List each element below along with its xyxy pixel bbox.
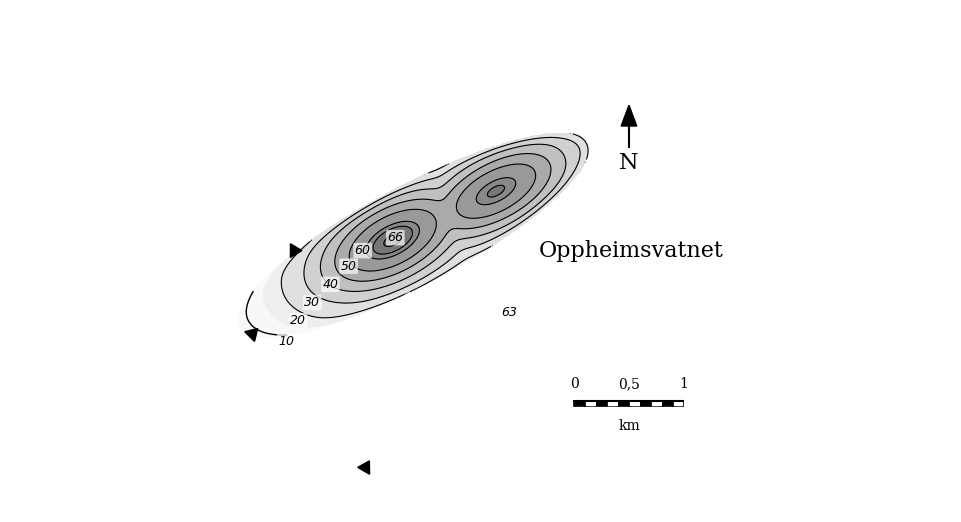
Text: 10: 10 [278,335,294,348]
Text: 0,5: 0,5 [617,377,639,391]
FancyBboxPatch shape [672,401,682,407]
Text: 60: 60 [355,244,370,257]
Text: km: km [618,419,639,433]
Polygon shape [290,244,302,257]
FancyBboxPatch shape [639,401,650,407]
FancyBboxPatch shape [596,401,606,407]
FancyBboxPatch shape [606,401,617,407]
Text: 20: 20 [290,314,306,327]
Text: 0: 0 [570,377,579,391]
Polygon shape [621,105,636,126]
Text: 40: 40 [322,278,338,291]
Text: 1: 1 [678,377,687,391]
Text: N: N [619,152,638,174]
Polygon shape [357,461,369,474]
FancyBboxPatch shape [650,401,661,407]
FancyBboxPatch shape [584,401,596,407]
FancyBboxPatch shape [661,401,672,407]
Text: 66: 66 [387,231,403,244]
Text: Oppheimsvatnet: Oppheimsvatnet [538,240,724,262]
FancyBboxPatch shape [617,401,628,407]
Text: 63: 63 [501,306,517,319]
FancyBboxPatch shape [574,401,584,407]
Text: 50: 50 [340,259,357,272]
Text: 30: 30 [304,296,320,309]
Polygon shape [244,328,258,341]
FancyBboxPatch shape [628,401,639,407]
